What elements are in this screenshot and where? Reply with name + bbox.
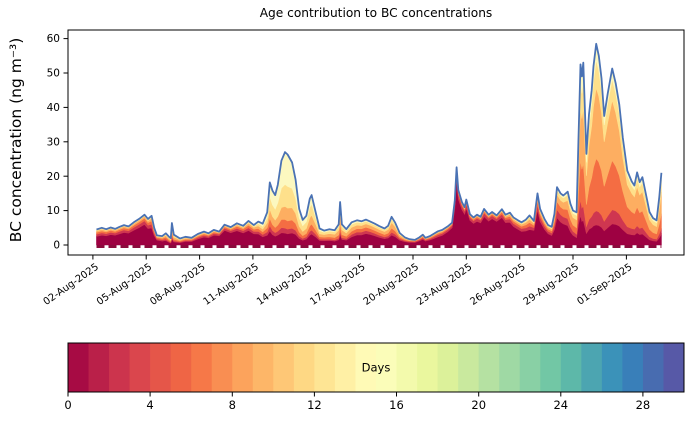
x-tick-label: 29-Aug-2025: [522, 262, 581, 308]
chart-title: Age contribution to BC concentrations: [259, 6, 493, 20]
colorbar-segment: [314, 343, 336, 392]
y-tick-label: 50: [47, 68, 60, 80]
colorbar-label: Days: [362, 361, 391, 375]
colorbar-tick-label: 8: [229, 398, 236, 412]
x-tick-label: 20-Aug-2025: [362, 262, 421, 308]
colorbar-segment: [560, 343, 582, 392]
colorbar-segment: [293, 343, 315, 392]
x-tick-label: 02-Aug-2025: [42, 262, 101, 308]
y-tick-label: 60: [47, 33, 60, 45]
x-tick-label: 14-Aug-2025: [255, 262, 314, 308]
colorbar-segment: [232, 343, 254, 392]
colorbar-segment: [437, 343, 459, 392]
colorbar-segment: [581, 343, 603, 392]
colorbar-tick-label: 20: [471, 398, 486, 412]
colorbar-segment: [129, 343, 151, 392]
colorbar-tick-label: 4: [146, 398, 153, 412]
colorbar-segment: [396, 343, 418, 392]
colorbar-segment: [88, 343, 110, 392]
x-tick-label: 08-Aug-2025: [148, 262, 207, 308]
colorbar-segment: [211, 343, 233, 392]
colorbar-segment: [499, 343, 521, 392]
colorbar-segment: [334, 343, 356, 392]
y-tick-label: 0: [53, 240, 60, 252]
colorbar-segment: [622, 343, 644, 392]
colorbar-segment: [478, 343, 500, 392]
colorbar: 0 4 8 12 16 20 24 28 Days: [64, 342, 685, 412]
colorbar-segment: [601, 343, 623, 392]
y-tick-label: 10: [47, 205, 60, 217]
colorbar-segment: [519, 343, 541, 392]
colorbar-segment: [109, 343, 131, 392]
colorbar-segment: [355, 343, 377, 392]
colorbar-segment: [376, 343, 398, 392]
colorbar-tick-label: 24: [553, 398, 568, 412]
colorbar-tick-label: 12: [307, 398, 322, 412]
y-tick-label: 40: [47, 102, 60, 114]
colorbar-segment: [191, 343, 213, 392]
x-tick-label: 01-Sep-2025: [575, 262, 634, 308]
y-tick-label: 20: [47, 171, 60, 183]
x-tick-label: 05-Aug-2025: [95, 262, 154, 308]
colorbar-segment: [663, 343, 685, 392]
colorbar-border: [67, 342, 685, 393]
colorbar-tick-label: 16: [389, 398, 404, 412]
x-tick-label: 23-Aug-2025: [415, 262, 474, 308]
colorbar-segment: [642, 343, 664, 392]
x-tick-label: 11-Aug-2025: [202, 262, 261, 308]
colorbar-segment: [540, 343, 562, 392]
colorbar-segment: [150, 343, 172, 392]
colorbar-segment: [68, 343, 90, 392]
colorbar-segment: [458, 343, 480, 392]
colorbar-segment: [417, 343, 439, 392]
colorbar-segment: [252, 343, 274, 392]
plot-border: [67, 29, 685, 256]
colorbar-segment: [170, 343, 192, 392]
colorbar-tick-label: 0: [64, 398, 71, 412]
x-tick-label: 26-Aug-2025: [468, 262, 527, 308]
y-tick-label: 30: [47, 136, 60, 148]
colorbar-segment: [273, 343, 295, 392]
x-tick-label: 17-Aug-2025: [308, 262, 367, 308]
colorbar-tick-label: 28: [636, 398, 651, 412]
total-bc-line: [96, 42, 663, 241]
